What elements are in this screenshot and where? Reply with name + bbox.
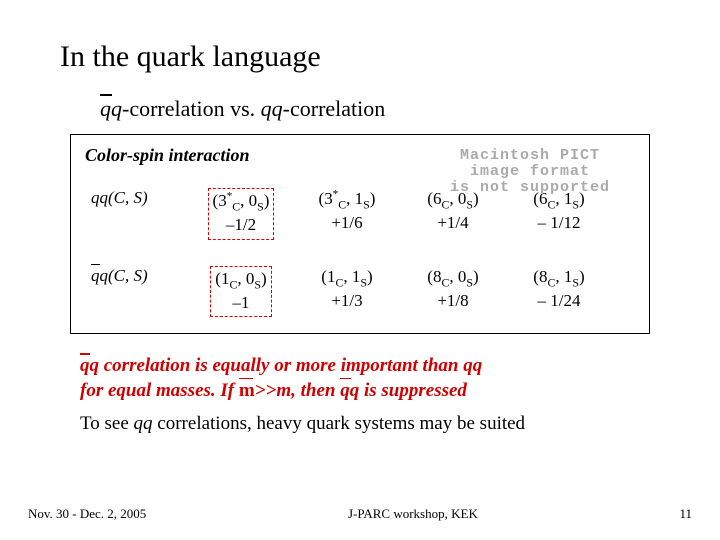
c00v: –1/2: [226, 215, 256, 234]
c11m: , 1: [343, 267, 360, 286]
c01m: , 1: [346, 189, 363, 208]
slide-subtitle: qq-correlation vs. qq-correlation: [100, 96, 660, 122]
c00m: , 0: [240, 191, 257, 210]
footer: Nov. 30 - Dec. 2, 2005 J-PARC workshop, …: [28, 506, 692, 522]
c00t: (3: [213, 191, 227, 210]
table-grid: qq(C, S) (3*C, 0S) –1/2 (3*C, 1S) +1/6 (…: [85, 188, 635, 317]
c01ss: S: [363, 197, 370, 211]
c11cl: ): [367, 267, 373, 286]
conc-qqbar2: qq: [340, 380, 359, 401]
sn-qq: qq: [134, 413, 153, 434]
c01sc: C: [338, 197, 346, 211]
conc-2e: is suppressed: [359, 380, 467, 401]
cell-0-0: (3*C, 0S) –1/2: [191, 188, 291, 240]
c00sc: C: [232, 199, 240, 213]
row-label-qq: qq(C, S): [85, 188, 185, 208]
conc-2a: for equal masses. If: [80, 380, 239, 401]
row0-rest: (C, S): [108, 188, 148, 207]
c13m: , 1: [555, 267, 572, 286]
c12m: , 0: [449, 267, 466, 286]
c01v: +1/6: [331, 213, 362, 232]
row0-q: qq: [91, 188, 108, 207]
qq-symbol: qq: [261, 96, 283, 121]
slide: In the quark language qq-correlation vs.…: [0, 0, 720, 540]
conc-mbar: m: [239, 380, 255, 401]
c00cl: ): [264, 191, 270, 210]
sub-note: To see qq correlations, heavy quark syst…: [80, 413, 650, 435]
c03v: – 1/12: [538, 213, 581, 232]
cell-1-3: (8C, 1S) – 1/24: [509, 266, 609, 312]
hil-1-0: (1C, 0S) –1: [210, 266, 271, 318]
c10v: –1: [233, 293, 250, 312]
c12v: +1/8: [437, 291, 468, 310]
conclusion-text: qq correlation is equally or more import…: [80, 354, 640, 403]
c11v: +1/3: [331, 291, 362, 310]
c12t: (8: [427, 267, 441, 286]
row1-q: qq: [91, 266, 108, 285]
sn-a: To see: [80, 413, 134, 434]
footer-page: 11: [679, 506, 692, 522]
c00ss: S: [257, 199, 264, 213]
conc-qq: qq: [463, 355, 482, 376]
row1-rest: (C, S): [108, 266, 148, 285]
c11t: (1: [321, 267, 335, 286]
sn-c: correlations, heavy quark systems may be…: [153, 413, 526, 434]
conc-2c: >>m, then: [255, 380, 341, 401]
slide-title: In the quark language: [60, 40, 660, 74]
cell-1-1: (1C, 1S) +1/3: [297, 266, 397, 312]
subtitle-end: -correlation: [283, 96, 386, 121]
conc-qqbar: qq: [80, 355, 99, 376]
pict-placeholder: Macintosh PICT image format is not suppo…: [430, 148, 630, 192]
cell-1-0: (1C, 0S) –1: [191, 266, 291, 318]
hil-0-0: (3*C, 0S) –1/2: [208, 188, 275, 240]
cell-1-2: (8C, 0S) +1/8: [403, 266, 503, 312]
c10t: (1: [215, 269, 229, 288]
c13cl: ): [579, 267, 585, 286]
c10m: , 0: [237, 269, 254, 288]
subtitle-mid: -correlation vs.: [122, 96, 261, 121]
c13t: (8: [533, 267, 547, 286]
c02v: +1/4: [437, 213, 468, 232]
row-label-qqbar: qq(C, S): [85, 266, 185, 286]
c01t: (3: [319, 189, 333, 208]
c12cl: ): [473, 267, 479, 286]
footer-venue: J-PARC workshop, KEK: [348, 506, 478, 522]
c01cl: ): [370, 189, 376, 208]
c10cl: ): [261, 269, 267, 288]
c13v: – 1/24: [538, 291, 581, 310]
footer-date: Nov. 30 - Dec. 2, 2005: [28, 506, 146, 522]
conc-1b: correlation is equally or more important…: [99, 355, 463, 376]
cell-0-1: (3*C, 1S) +1/6: [297, 188, 397, 234]
qqbar-symbol: qq: [100, 96, 122, 121]
